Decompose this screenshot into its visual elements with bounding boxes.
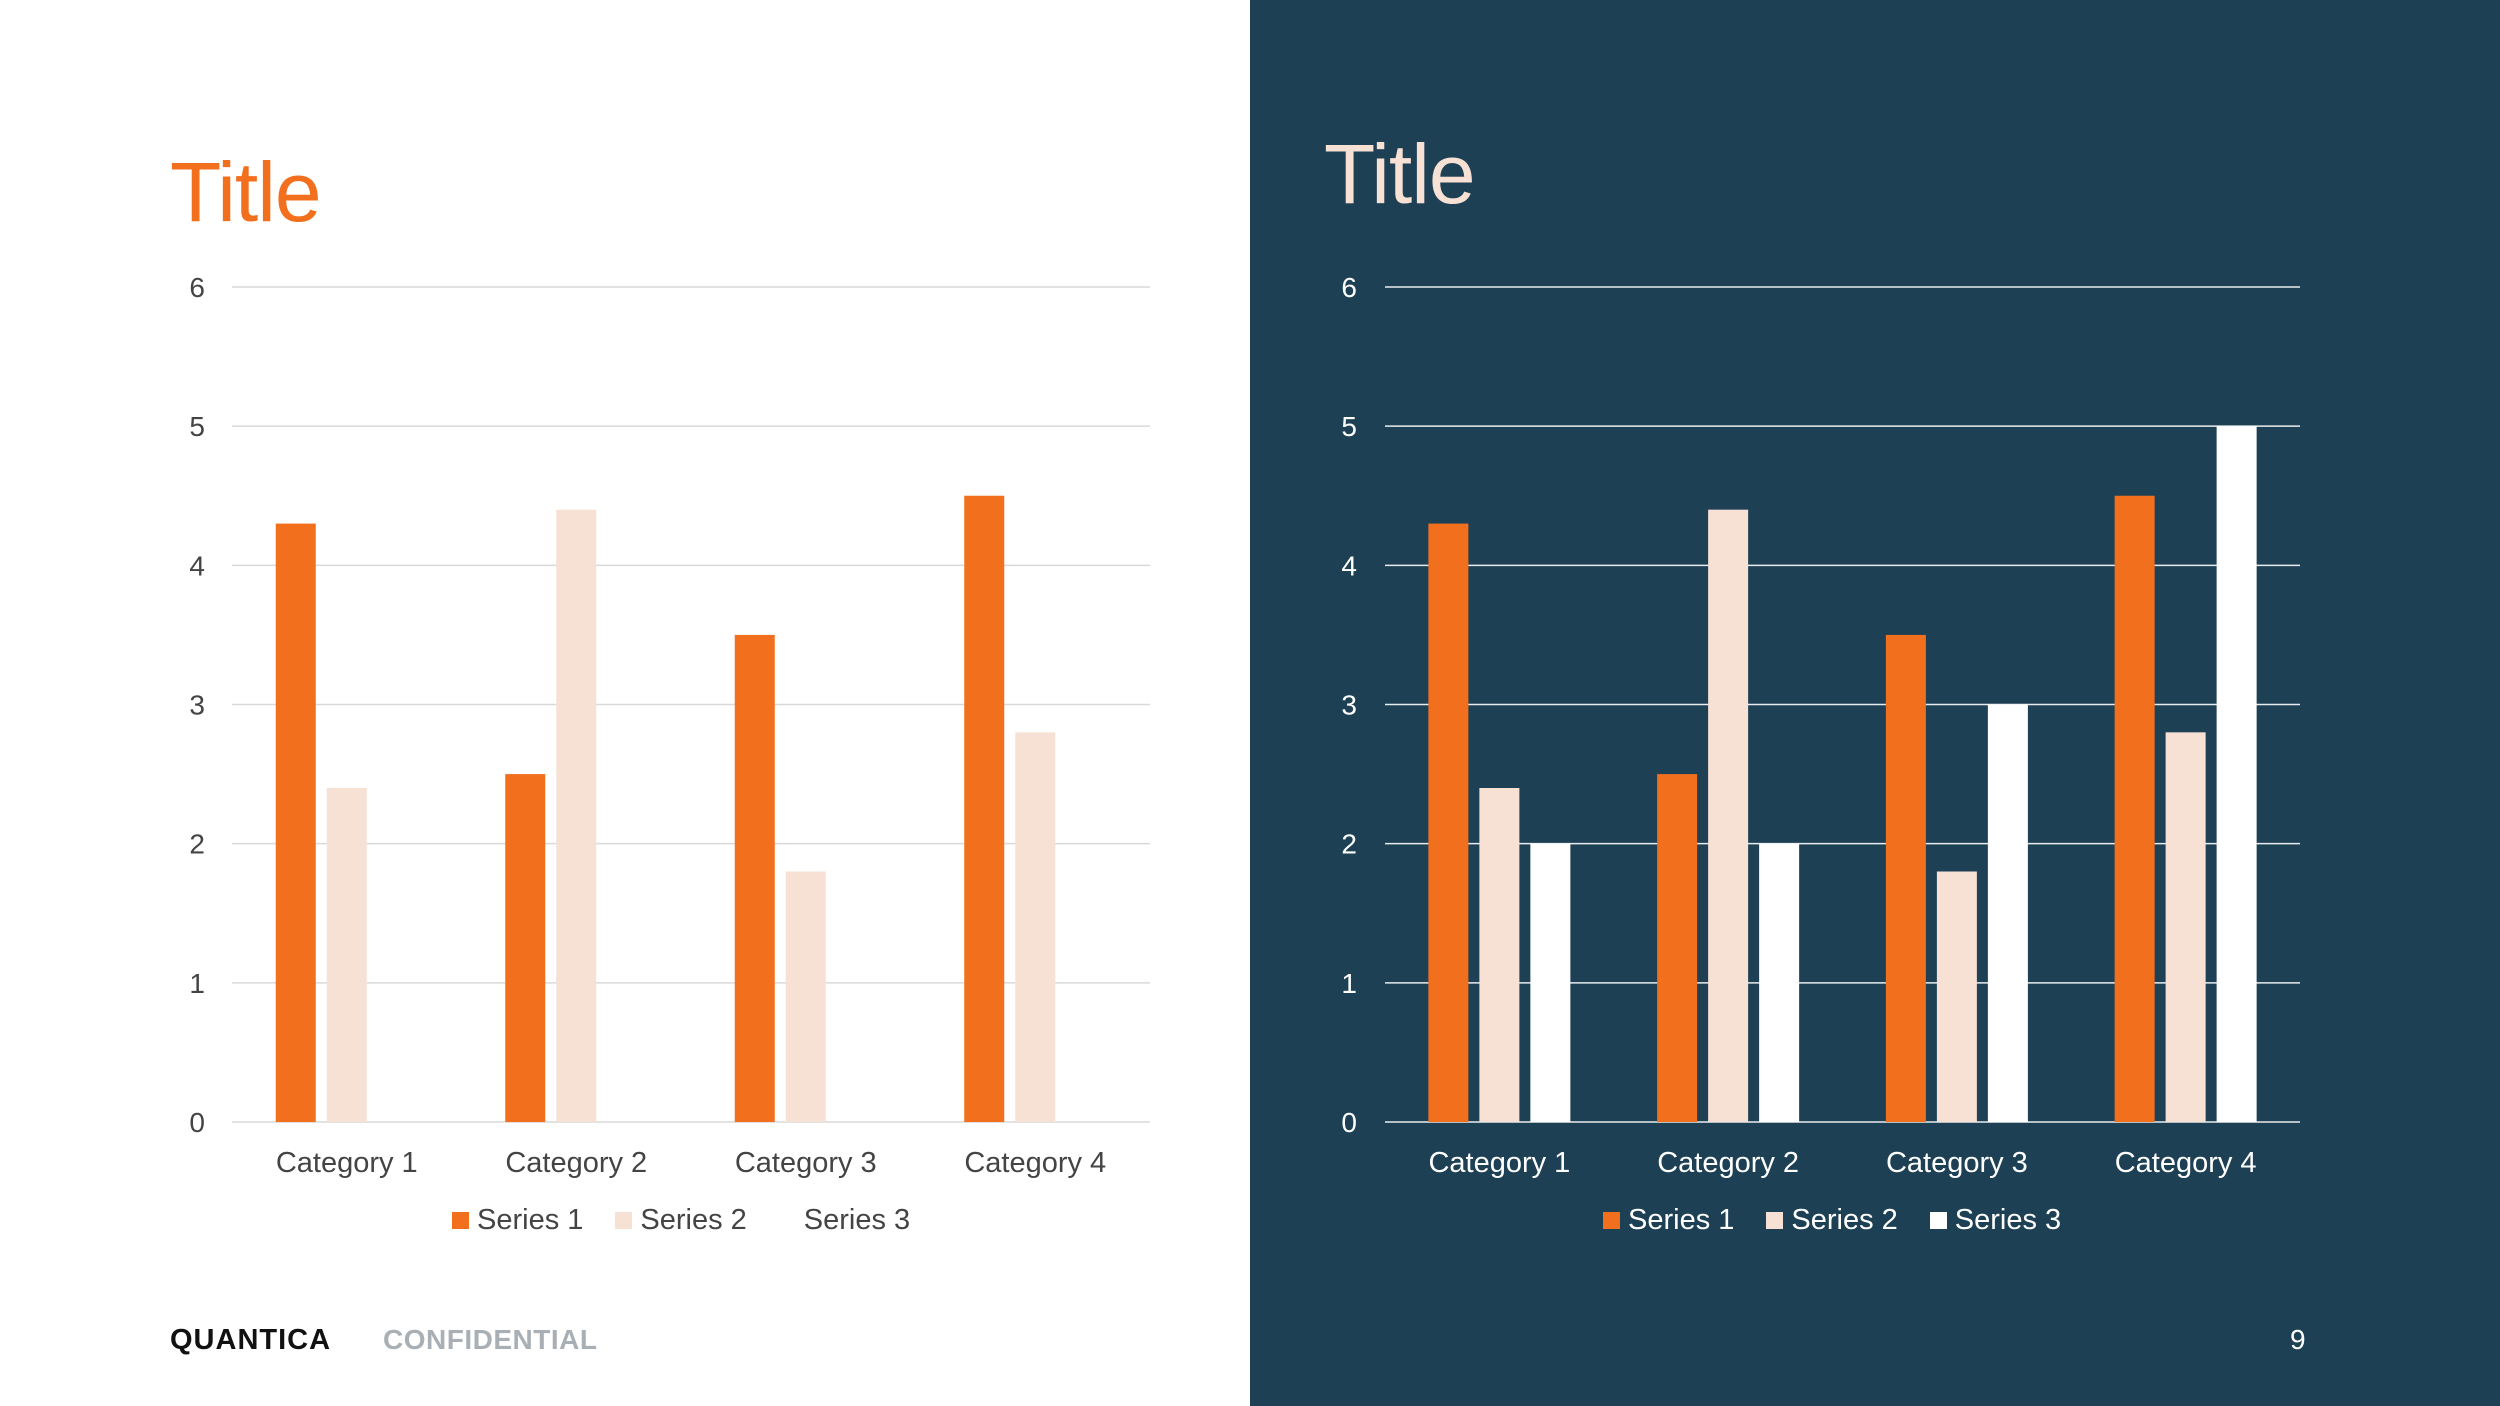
left-legend-label: Series 1 [477,1204,584,1236]
left-ytick-label: 4 [189,550,205,581]
left-legend-item: Series 3 [778,1204,911,1237]
left-legend-swatch [452,1212,469,1229]
right-category-label: Category 3 [1886,1147,2028,1179]
right-bar-series-1-category-4 [2114,495,2155,1122]
right-category-label: Category 4 [2115,1147,2257,1179]
right-ytick-label: 2 [1341,829,1357,860]
left-bar-series-2-category-4 [1015,732,1056,1122]
left-ytick-label: 6 [189,272,205,303]
left-chart-legend: Series 1 Series 2 Series 3 [452,1204,942,1237]
left-legend-label: Series 2 [640,1204,747,1236]
right-legend-label: Series 1 [1628,1204,1735,1236]
left-bar-series-2-category-1 [326,788,367,1122]
right-bar-series-3-category-4 [2216,426,2257,1123]
right-category-label: Category 1 [1428,1147,1570,1179]
right-legend-swatch [1603,1212,1620,1229]
left-ytick-label: 2 [189,829,205,860]
page-number: 9 [2290,1324,2306,1355]
left-bar-series-1-category-1 [275,523,316,1122]
right-bar-series-1-category-3 [1885,634,1926,1122]
left-ytick-label: 1 [189,968,205,999]
company-logo: QUANTICA [170,1324,332,1356]
right-ytick-label: 6 [1341,272,1357,303]
left-legend-item: Series 2 [615,1204,747,1237]
left-panel [0,0,1250,1406]
right-ytick-label: 0 [1341,1107,1357,1138]
left-bar-series-1-category-4 [964,495,1005,1122]
left-legend-label: Series 3 [803,1204,911,1236]
left-ytick-label: 0 [189,1107,205,1138]
left-legend-swatch [778,1212,796,1229]
left-category-label: Category 4 [964,1147,1106,1179]
right-ytick-label: 1 [1341,968,1357,999]
left-legend-swatch [615,1212,633,1229]
left-category-label: Category 2 [505,1147,647,1179]
left-category-label: Category 3 [735,1147,877,1179]
left-bar-series-1-category-3 [734,634,775,1122]
right-chart-title: Title [1324,127,1476,221]
right-ytick-label: 4 [1341,550,1357,581]
right-bar-series-2-category-1 [1479,788,1520,1122]
right-bar-series-3-category-1 [1530,843,1571,1122]
right-ytick-label: 5 [1341,411,1357,442]
left-legend-item: Series 1 [452,1204,583,1237]
left-category-label: Category 1 [276,1147,418,1179]
right-bar-series-2-category-3 [1936,871,1977,1122]
right-legend-item: Series 3 [1929,1204,2062,1237]
right-legend-label: Series 2 [1791,1204,1898,1236]
right-bar-series-3-category-3 [1987,704,2028,1122]
left-ytick-label: 3 [189,690,205,721]
right-legend-swatch [1766,1212,1784,1229]
confidential-label: CONFIDENTIAL [383,1324,598,1355]
right-category-label: Category 2 [1657,1147,1799,1179]
right-bar-series-3-category-2 [1759,843,1800,1122]
left-bar-series-2-category-2 [556,509,597,1123]
right-chart-legend: Series 1 Series 2 Series 3 [1603,1204,2093,1237]
right-legend-swatch [1929,1212,1947,1229]
right-bar-series-2-category-4 [2165,732,2206,1122]
left-ytick-label: 5 [189,411,205,442]
left-bar-series-2-category-3 [785,871,826,1122]
right-legend-item: Series 1 [1603,1204,1734,1237]
left-bar-series-1-category-2 [505,774,546,1122]
left-chart-title: Title [170,145,322,239]
right-ytick-label: 3 [1341,690,1357,721]
right-legend-item: Series 2 [1766,1204,1898,1237]
right-bar-series-2-category-2 [1708,509,1749,1123]
right-bar-series-1-category-2 [1657,774,1698,1122]
right-bar-series-1-category-1 [1428,523,1469,1122]
right-legend-label: Series 3 [1954,1204,2062,1236]
